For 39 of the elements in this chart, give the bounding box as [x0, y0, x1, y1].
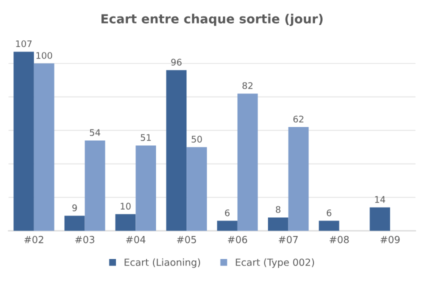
bar: [237, 94, 258, 231]
bar: [64, 216, 85, 231]
x-tick-label: #02: [24, 236, 44, 244]
bar: [268, 217, 288, 231]
x-tick-label: #05: [177, 236, 196, 244]
bar: [288, 127, 309, 231]
data-label: 54: [90, 129, 100, 136]
x-tick-label: #06: [228, 236, 248, 244]
bar: [370, 207, 390, 231]
x-tick-label: #04: [126, 236, 146, 244]
legend-label: Ecart (Type 002): [236, 258, 314, 268]
data-label: 100: [36, 52, 52, 59]
data-label: 9: [72, 204, 77, 212]
bar: [84, 140, 106, 231]
bar: [217, 220, 238, 231]
data-label: 8: [276, 206, 280, 213]
bar: [115, 214, 136, 231]
data-label: 6: [225, 209, 230, 216]
data-label: 107: [16, 40, 32, 48]
bar: [136, 145, 156, 231]
data-label: 6: [326, 209, 332, 216]
bar: [34, 63, 54, 231]
data-label: 10: [120, 202, 131, 210]
data-label: 51: [140, 134, 151, 141]
x-tick-label: #03: [75, 236, 94, 244]
x-tick-label: #08: [330, 236, 349, 244]
data-label: 14: [375, 196, 386, 203]
legend-label: Ecart (Liaoning): [124, 258, 200, 268]
bar: [166, 70, 187, 231]
data-label: 62: [293, 116, 304, 123]
x-tick-label: #09: [380, 236, 400, 244]
x-tick-label: #07: [278, 236, 298, 244]
bar: [14, 52, 34, 231]
bar: [186, 147, 207, 231]
chart-title: Ecart entre chaque sortie (jour): [102, 14, 323, 26]
data-label: 96: [171, 58, 182, 66]
bar: [318, 220, 340, 231]
data-label: 82: [242, 82, 252, 90]
data-label: 50: [192, 136, 202, 143]
